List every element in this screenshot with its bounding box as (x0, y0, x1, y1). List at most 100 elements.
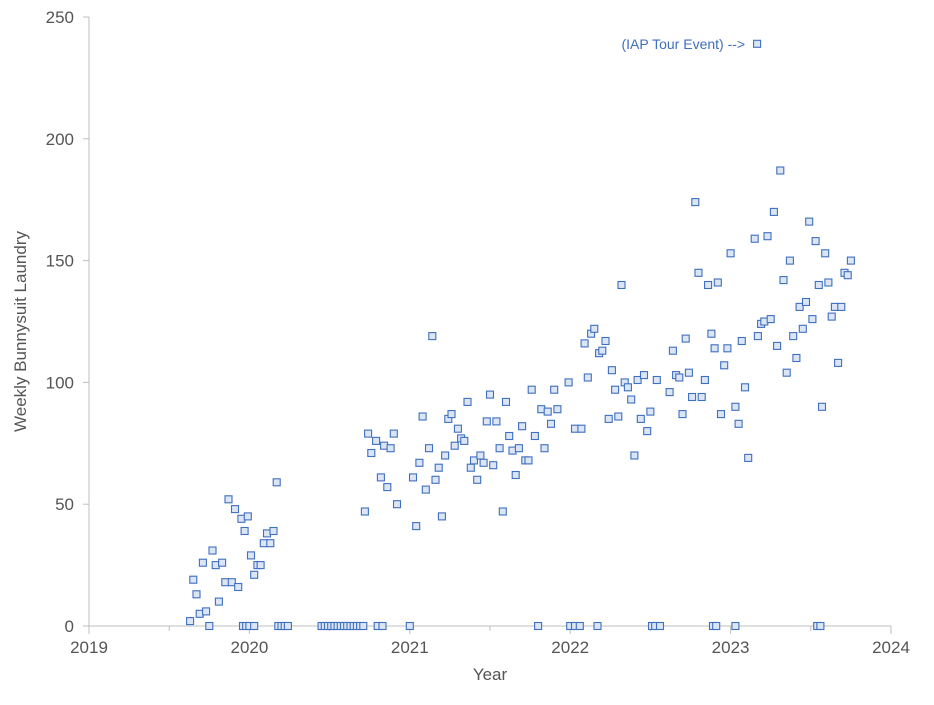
data-point (243, 512, 252, 521)
data-point (234, 582, 243, 592)
data-point (530, 431, 539, 441)
data-point (577, 424, 586, 433)
data-point (505, 431, 514, 441)
data-point (846, 256, 855, 265)
data-point (408, 473, 418, 482)
data-point (546, 419, 556, 428)
data-point (814, 280, 823, 290)
data-point (202, 607, 211, 616)
data-point (604, 414, 613, 423)
y-tick-label: 200 (46, 130, 74, 149)
data-point (636, 414, 645, 423)
data-point (583, 373, 592, 382)
data-point (392, 500, 402, 509)
data-point (681, 334, 690, 343)
data-point (269, 526, 278, 536)
data-point (720, 361, 729, 370)
data-point (450, 441, 459, 450)
y-axis-label: Weekly Bunnysuit Laundry (11, 231, 30, 432)
data-point (678, 410, 687, 419)
data-point (643, 427, 652, 436)
data-point (785, 256, 794, 265)
data-point (614, 412, 623, 421)
data-point (716, 410, 726, 419)
data-point (498, 507, 507, 516)
data-point (782, 368, 791, 377)
data-point (485, 390, 495, 399)
data-point (501, 397, 511, 406)
data-point (734, 419, 743, 428)
y-tick-label: 0 (65, 617, 74, 636)
data-point (218, 558, 227, 567)
data-point (744, 453, 753, 462)
data-point (769, 207, 778, 216)
data-point (441, 451, 450, 460)
data-point (731, 402, 740, 411)
data-point (221, 578, 230, 587)
y-tick-label: 50 (55, 495, 74, 514)
data-point (428, 332, 437, 341)
data-point (283, 621, 292, 631)
annotation-label: (IAP Tour Event) --> (622, 36, 746, 52)
data-point (424, 444, 434, 453)
x-axis-label: Year (473, 665, 508, 684)
x-tick-label: 2022 (551, 638, 589, 657)
data-point (707, 329, 716, 338)
data-point (495, 444, 504, 453)
data-point (492, 417, 501, 426)
axes (83, 16, 892, 634)
data-point (598, 346, 607, 355)
data-point (511, 470, 520, 480)
data-point (668, 346, 677, 355)
data-point (364, 429, 373, 438)
data-point (246, 551, 256, 560)
data-point (479, 458, 488, 467)
data-point (792, 353, 801, 363)
data-point (710, 344, 719, 353)
data-point (256, 561, 265, 570)
data-point (805, 217, 814, 226)
data-point (434, 463, 443, 472)
data-point (737, 336, 746, 346)
data-point (186, 617, 195, 626)
data-point (776, 166, 785, 175)
tick-labels: 0 50 100 150 200 250 2019 2020 2021 2022 2023 2024 (46, 8, 910, 657)
data-point (550, 385, 559, 394)
data-point (376, 473, 385, 482)
data-point (224, 495, 233, 504)
data-point (453, 424, 462, 433)
data-point (779, 276, 788, 285)
data-point (431, 475, 440, 484)
data-point (630, 451, 639, 460)
data-point (466, 463, 475, 472)
data-point (633, 375, 642, 385)
data-point (240, 526, 249, 536)
data-point (534, 621, 543, 631)
data-point (214, 597, 223, 606)
y-tick-label: 250 (46, 8, 74, 27)
data-point (652, 375, 661, 385)
data-point (697, 392, 706, 402)
data-point (564, 378, 573, 387)
data-point (460, 436, 469, 445)
data-point (580, 339, 589, 348)
data-point (611, 385, 620, 394)
data-point (189, 575, 198, 584)
x-tick-label: 2020 (230, 638, 268, 657)
data-point (421, 485, 430, 494)
data-point (386, 444, 395, 453)
data-point (205, 621, 214, 631)
data-point (575, 621, 584, 631)
data-point (627, 395, 636, 404)
data-point (601, 336, 610, 346)
data-point (463, 397, 472, 406)
data-point (694, 268, 703, 277)
data-point (489, 461, 498, 470)
data-point (811, 237, 820, 246)
data-point (834, 358, 843, 367)
data-point (773, 341, 782, 350)
data-point (192, 590, 201, 599)
data-point (684, 368, 693, 377)
data-point (272, 478, 281, 487)
data-point (827, 312, 836, 321)
